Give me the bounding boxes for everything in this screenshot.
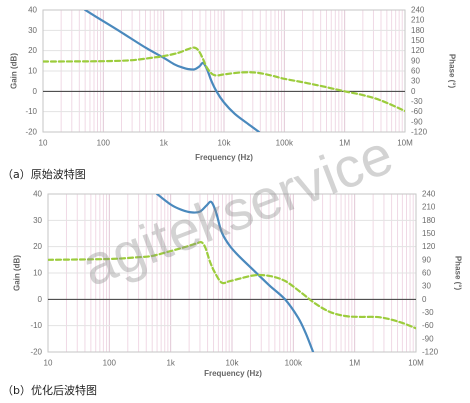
bode-chart-optimized: 10 100 1k 10k 100k 1M 10M403020100-10-20240210… xyxy=(2,190,463,398)
x-tick-label: 1k xyxy=(166,359,175,368)
y2-tick-label-phase: 180 xyxy=(422,216,436,225)
y-tick-label-gain: -10 xyxy=(25,107,37,116)
y-tick-label-gain: 0 xyxy=(38,295,43,304)
x-tick-label: 10k xyxy=(226,359,240,368)
x-axis-label: Frequency (Hz) xyxy=(195,153,253,162)
y-axis-label-gain: Gain (dB) xyxy=(13,255,22,291)
x-tick-label: 10 xyxy=(39,139,48,148)
plot-area-original: 10 100 1k 10k 100k 1M 10M403020100-10-20240210… xyxy=(25,6,427,148)
x-tick-label: 100 xyxy=(103,359,117,368)
x-tick-label: 10M xyxy=(408,359,424,368)
y-tick-label-gain: -20 xyxy=(25,128,37,137)
y2-tick-label-phase: -90 xyxy=(422,334,434,343)
y-tick-label-gain: 0 xyxy=(33,87,38,96)
y2-tick-label-phase: -120 xyxy=(422,348,439,357)
x-tick-label: 10k xyxy=(218,139,232,148)
y2-tick-label-phase: -60 xyxy=(422,321,434,330)
series-layer xyxy=(48,194,416,352)
y2-tick-label-phase: 60 xyxy=(411,67,420,76)
y2-axis-label-phase: Phase (°) xyxy=(448,54,457,89)
x-tick-label: 10 xyxy=(44,359,53,368)
y-tick-label-gain: 20 xyxy=(33,242,42,251)
y2-tick-label-phase: 120 xyxy=(422,242,436,251)
y2-tick-label-phase: 150 xyxy=(422,229,436,238)
phase-curve xyxy=(48,240,416,330)
y-tick-label-gain: 30 xyxy=(33,216,42,225)
x-tick-label: 10M xyxy=(397,139,413,148)
figure-caption: （b）优化后波特图 xyxy=(2,383,97,397)
y2-tick-label-phase: 150 xyxy=(411,36,425,45)
bode-chart-original: 10 100 1k 10k 100k 1M 10M403020100-10-20240210… xyxy=(2,6,457,182)
y-tick-label-gain: 10 xyxy=(33,269,42,278)
x-tick-label: 100 xyxy=(97,139,111,148)
x-axis-label: Frequency (Hz) xyxy=(204,369,262,378)
series-layer xyxy=(43,10,405,132)
figure-caption: （a）原始波特图 xyxy=(2,167,86,181)
y2-tick-label-phase: -120 xyxy=(411,128,428,137)
y-tick-label-gain: 40 xyxy=(33,190,42,199)
y-tick-label-gain: 10 xyxy=(28,67,37,76)
y2-tick-label-phase: 0 xyxy=(411,87,416,96)
phase-curve xyxy=(43,46,405,113)
y-tick-label-gain: -20 xyxy=(30,348,42,357)
y2-tick-label-phase: 60 xyxy=(422,269,431,278)
x-tick-label: 1M xyxy=(349,359,360,368)
x-tick-label: 100k xyxy=(276,139,294,148)
y-axis-label-gain: Gain (dB) xyxy=(10,53,19,89)
x-tick-label: 1k xyxy=(159,139,168,148)
y2-tick-label-phase: -90 xyxy=(411,117,423,126)
y2-tick-label-phase: 90 xyxy=(422,255,431,264)
y-tick-label-gain: 30 xyxy=(28,26,37,35)
y2-tick-label-phase: 30 xyxy=(411,77,420,86)
plot-border xyxy=(42,9,406,133)
y2-axis-label-phase: Phase (°) xyxy=(454,256,463,291)
y2-tick-label-phase: 240 xyxy=(411,6,425,15)
gain-curve xyxy=(156,194,315,352)
plot-area-optimized: 10 100 1k 10k 100k 1M 10M403020100-10-20240210… xyxy=(30,190,438,368)
y2-tick-label-phase: -30 xyxy=(422,308,434,317)
y2-tick-label-phase: 0 xyxy=(422,295,427,304)
y2-tick-label-phase: 240 xyxy=(422,190,436,199)
y-tick-label-gain: 20 xyxy=(28,46,37,55)
y2-tick-label-phase: 90 xyxy=(411,56,420,65)
y2-tick-label-phase: -30 xyxy=(411,97,423,106)
y-tick-label-gain: 40 xyxy=(28,6,37,15)
y2-tick-label-phase: -60 xyxy=(411,107,423,116)
x-tick-label: 100k xyxy=(285,359,303,368)
y2-tick-label-phase: 30 xyxy=(422,282,431,291)
plot-border xyxy=(47,193,417,353)
y2-tick-label-phase: 180 xyxy=(411,26,425,35)
x-tick-label: 1M xyxy=(339,139,350,148)
y-tick-label-gain: -10 xyxy=(30,321,42,330)
y2-tick-label-phase: 120 xyxy=(411,46,425,55)
y2-tick-label-phase: 210 xyxy=(422,203,436,212)
y2-tick-label-phase: 210 xyxy=(411,16,425,25)
gain-curve xyxy=(84,10,261,132)
